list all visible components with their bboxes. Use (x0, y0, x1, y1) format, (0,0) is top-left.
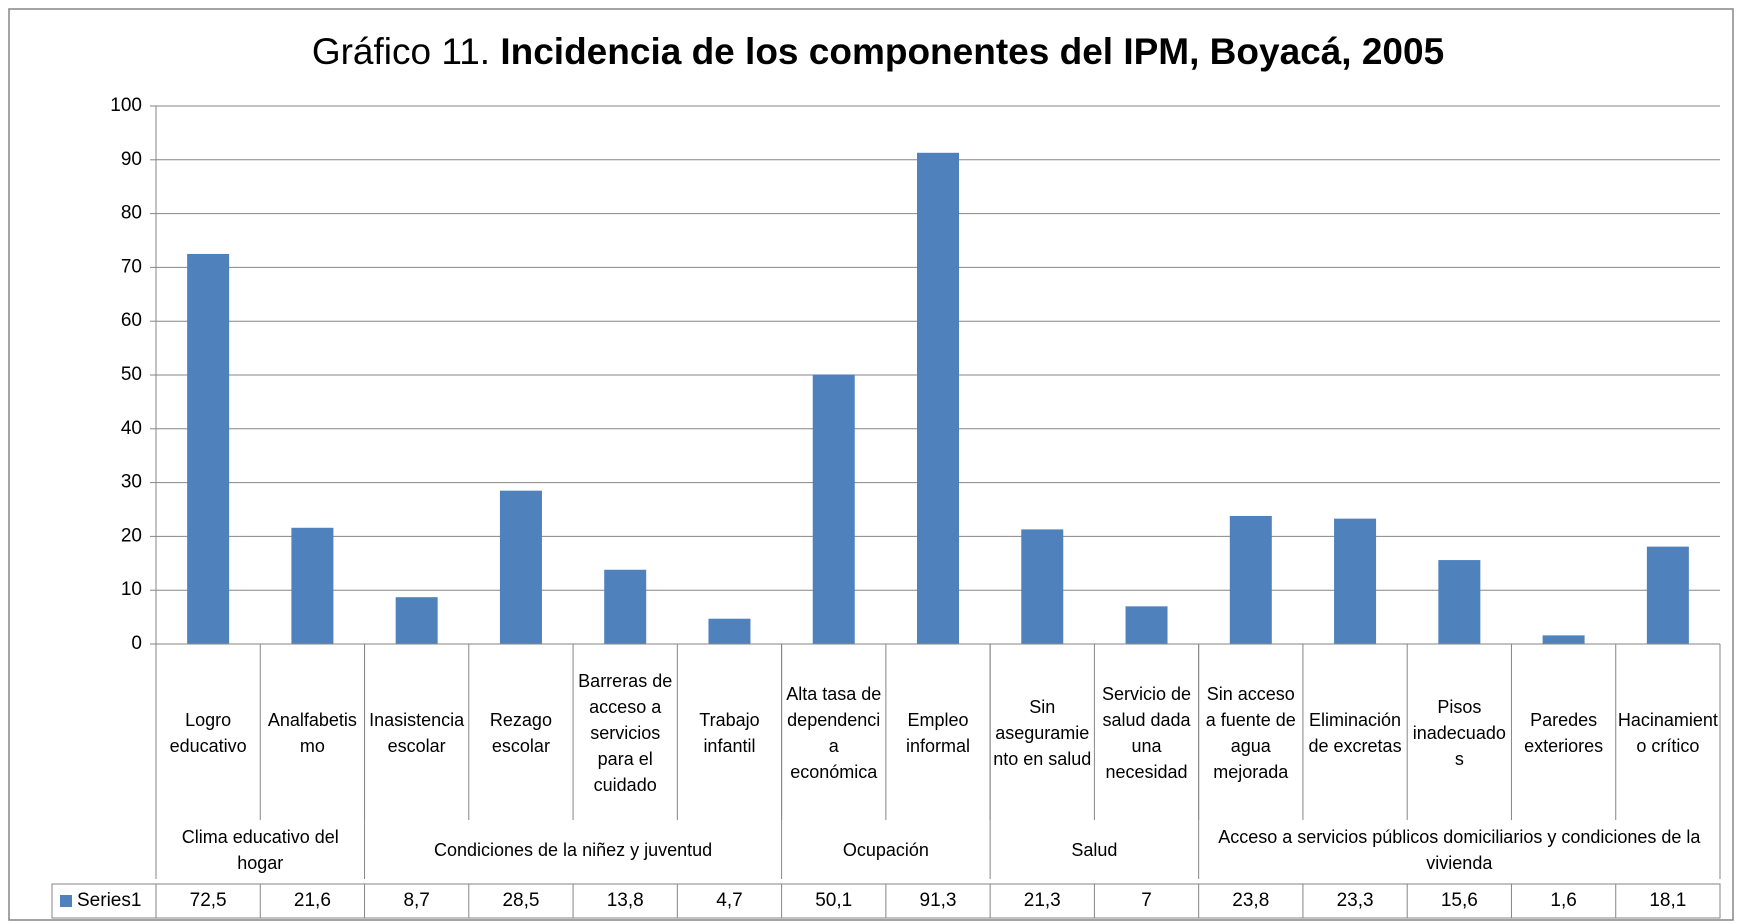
y-tick-label: 10 (121, 579, 142, 600)
value-label: 23,3 (1337, 890, 1374, 911)
x-tick-label: Sin acceso a fuente de agua mejorada (1205, 684, 1296, 782)
bar (1334, 518, 1377, 644)
chart-border (8, 8, 1734, 921)
x-tick-label: Empleo informal (905, 710, 970, 756)
data-table (51, 883, 1721, 919)
group-label-box: Acceso a servicios públicos domiciliario… (1218, 826, 1701, 873)
title-number: Gráfico 11. (312, 31, 490, 72)
bar (917, 152, 959, 644)
value-label: 8,7 (403, 890, 429, 911)
bar (708, 618, 751, 644)
x-tick-label-box: Hacinamiento crítico (1617, 710, 1718, 756)
group-label: Ocupación (842, 839, 929, 860)
value-label: 1,6 (1550, 890, 1576, 911)
x-tick-label-box: Rezago escolar (489, 710, 552, 756)
value-label: 7 (1141, 890, 1152, 911)
x-tick-label: Hacinamiento crítico (1617, 710, 1718, 756)
y-tick-label: 70 (121, 256, 142, 277)
bar (1229, 515, 1272, 644)
y-tick-label: 100 (110, 95, 142, 116)
bar (812, 374, 855, 644)
group-label-box: Clima educativo del hogar (181, 826, 339, 873)
x-tick-label-box: Barreras de acceso a servicios para el c… (578, 671, 673, 795)
value-label: 23,8 (1232, 890, 1269, 911)
bar (1021, 529, 1064, 644)
value-label: 72,5 (190, 890, 227, 911)
x-tick-label-box: Alta tasa de dependencia económica (786, 684, 882, 782)
title-text: Incidencia de los componentes del IPM, B… (500, 31, 1444, 72)
group-label-box: Ocupación (842, 839, 929, 860)
y-tick-label: 60 (121, 310, 142, 331)
bar (1438, 560, 1481, 644)
x-tick-label: Eliminación de excretas (1308, 710, 1402, 756)
x-tick-label: Barreras de acceso a servicios para el c… (578, 671, 673, 795)
x-tick-label-box: Eliminación de excretas (1308, 710, 1402, 756)
value-label: 91,3 (920, 890, 957, 911)
value-label: 28,5 (502, 890, 539, 911)
x-tick-label: Sin aseguramiento en salud (993, 697, 1092, 769)
x-tick-label: Paredes exteriores (1524, 710, 1604, 756)
value-label: 13,8 (607, 890, 644, 911)
y-tick-label: 30 (121, 472, 142, 493)
y-tick-label: 90 (121, 149, 142, 170)
x-tick-label-box: Inasistencia escolar (369, 710, 465, 756)
x-tick-label: Inasistencia escolar (369, 710, 465, 756)
bar (395, 597, 438, 644)
group-label-box: Condiciones de la niñez y juventud (433, 839, 713, 860)
x-tick-label-box: Sin aseguramiento en salud (993, 697, 1092, 769)
chart-title: Gráfico 11. Incidencia de los componente… (312, 31, 1444, 72)
value-label: 21,3 (1024, 890, 1061, 911)
bar (604, 569, 647, 644)
value-label: 18,1 (1649, 890, 1686, 911)
group-label: Salud (1071, 839, 1118, 860)
group-label-box: Salud (1071, 839, 1118, 860)
y-tick-label: 40 (121, 418, 142, 439)
x-tick-label: Servicio de salud dada una necesidad (1102, 684, 1192, 782)
bar (1542, 635, 1585, 644)
x-tick-label-box: Paredes exteriores (1524, 710, 1604, 756)
x-tick-label-box: Analfabetismo (267, 710, 357, 756)
x-tick-label: Alta tasa de dependencia económica (786, 684, 882, 782)
x-tick-label: Analfabetismo (267, 710, 357, 756)
group-label: Acceso a servicios públicos domiciliario… (1218, 826, 1701, 873)
x-tick-label-box: Trabajo infantil (699, 710, 760, 756)
bar (291, 527, 334, 644)
x-tick-label-box: Pisos inadecuados (1412, 697, 1506, 769)
value-label: 21,6 (294, 890, 331, 911)
legend-label: Series1 (77, 890, 141, 911)
y-tick-label: 50 (121, 364, 142, 385)
bar (187, 253, 230, 644)
x-tick-label-box: Empleo informal (905, 710, 970, 756)
bar (499, 490, 542, 644)
x-tick-label: Trabajo infantil (699, 710, 760, 756)
legend-swatch (60, 895, 72, 907)
y-tick-label: 20 (121, 525, 142, 546)
y-tick-label: 0 (131, 633, 142, 654)
bar (1646, 546, 1689, 644)
group-label: Condiciones de la niñez y juventud (433, 839, 713, 860)
x-tick-label-box: Logro educativo (169, 710, 247, 756)
y-tick-label: 80 (121, 203, 142, 224)
value-label: 4,7 (716, 890, 742, 911)
bar (1125, 606, 1168, 644)
value-label: 50,1 (815, 890, 852, 911)
group-label: Clima educativo del hogar (181, 826, 339, 873)
x-tick-label: Logro educativo (169, 710, 247, 756)
x-tick-label-box: Sin acceso a fuente de agua mejorada (1205, 684, 1296, 782)
x-tick-label-box: Servicio de salud dada una necesidad (1102, 684, 1192, 782)
x-tick-label: Rezago escolar (489, 710, 552, 756)
x-tick-label: Pisos inadecuados (1412, 697, 1506, 769)
value-label: 15,6 (1441, 890, 1478, 911)
